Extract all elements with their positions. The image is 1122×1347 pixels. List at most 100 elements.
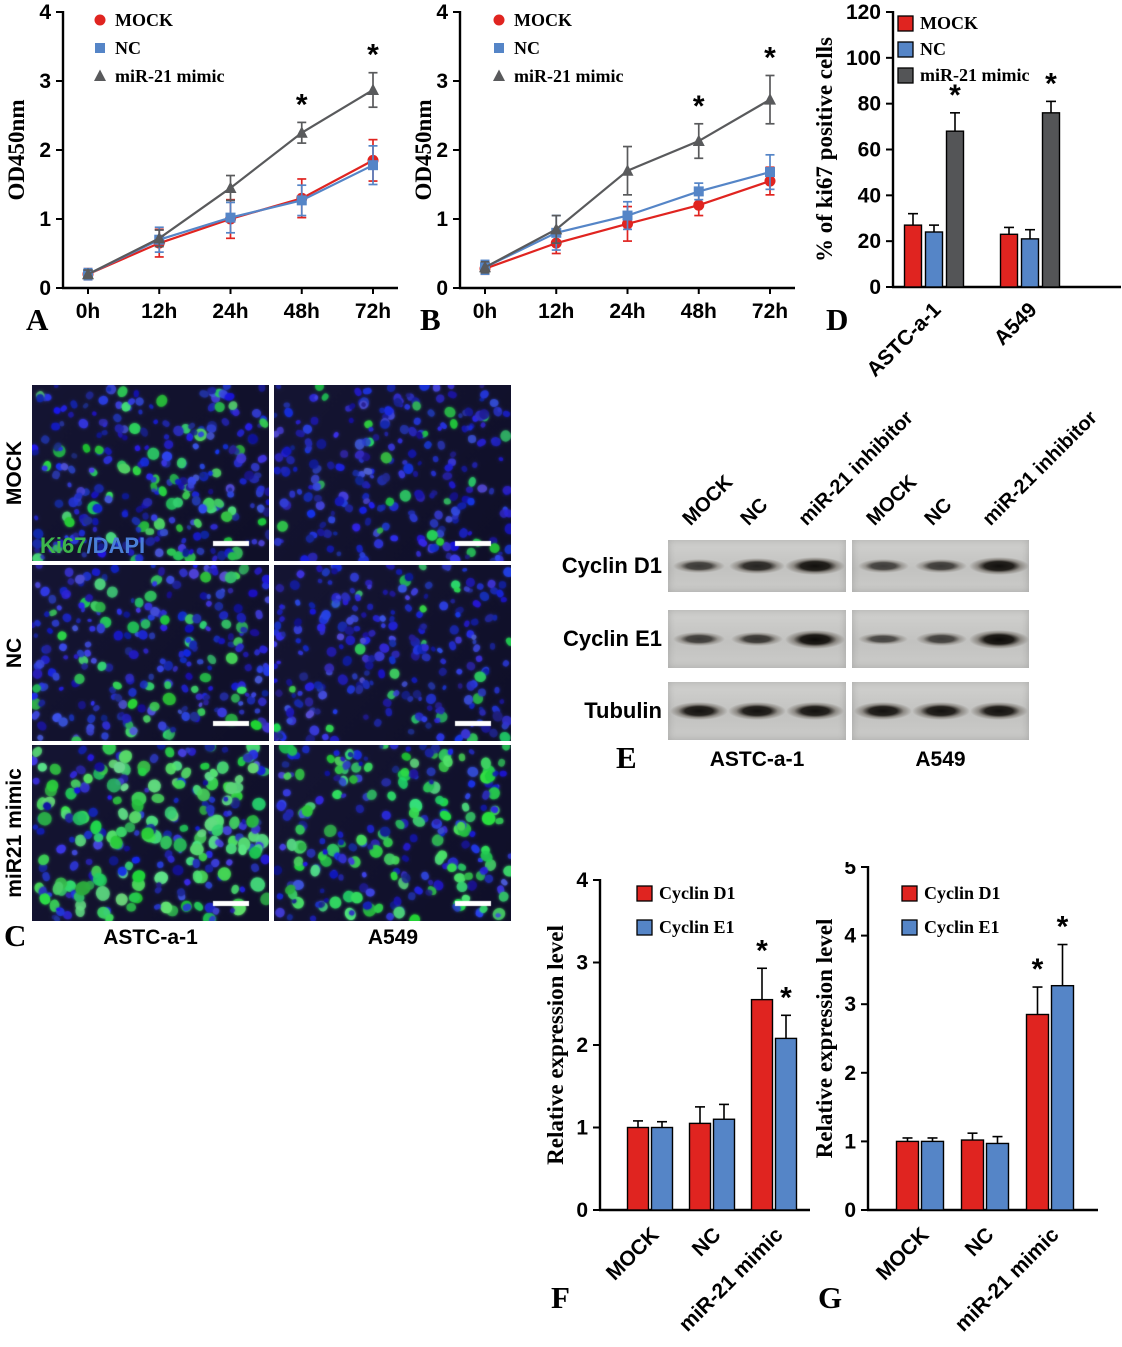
marker-triangle (153, 231, 166, 244)
category-label: NC (688, 1223, 726, 1261)
lane-label: MOCK (678, 471, 738, 530)
protein-band (969, 629, 1029, 649)
bar (1041, 112, 1061, 288)
significance-star: * (1045, 67, 1057, 100)
stain-legend: Ki67/DAPI (40, 533, 145, 559)
panel-label-B: B (420, 302, 441, 337)
legend-label: miR-21 mimic (514, 66, 623, 86)
fluorescence-image-mock-a549 (274, 385, 511, 561)
y-tick-label: 1 (436, 208, 448, 231)
lane-label: NC (736, 494, 773, 530)
protein-band (915, 558, 967, 574)
protein-band (673, 558, 725, 574)
legend-label: miR-21 mimic (920, 65, 1029, 85)
y-tick-label: 0 (39, 277, 51, 300)
y-tick-label: 80 (858, 93, 881, 116)
marker-triangle (550, 222, 563, 235)
marker-triangle (479, 260, 491, 273)
y-tick-label: 4 (436, 1, 448, 24)
marker-circle (493, 14, 505, 26)
ki67-label: Ki67 (40, 533, 87, 558)
protein-band (969, 701, 1029, 721)
blot-row-label-tubulin: Tubulin (584, 698, 662, 723)
y-tick-label: 0 (844, 1199, 856, 1222)
y-tick-label: 4 (844, 925, 856, 948)
panel-label-E: E (616, 740, 637, 775)
marker-triangle (82, 267, 94, 280)
panel-label-C: C (4, 918, 27, 953)
blot-strip-cyclin-e1-astc-a-1 (668, 610, 846, 668)
protein-band (853, 701, 913, 721)
x-tick-label: 0h (473, 300, 498, 323)
panel-label-G: G (818, 1280, 843, 1315)
legend-swatch (897, 67, 914, 84)
marker-circle (94, 14, 106, 26)
bar (774, 1037, 798, 1211)
line-chart-A: 0 1 2 3 4 0h 12h 24h 48h 72h OD450nm * * MOCK NC miR-21… (4, 1, 398, 323)
y-axis-title: OD450nm (4, 100, 29, 201)
protein-band (857, 632, 909, 646)
lane-label: miR-21 inhibitor (978, 406, 1102, 530)
y-tick-label: 0 (869, 276, 881, 299)
blot-strip-cyclin-d1-a549 (852, 540, 1029, 592)
x-tick-label: 24h (212, 300, 248, 323)
y-tick-label: 2 (576, 1034, 588, 1057)
bar-chart-ki67: 0 20 40 60 80 100 120 ASTC-a-1 A549 * * % of ki67 p… (812, 1, 1121, 381)
x-tick-label: 48h (284, 300, 320, 323)
marker-square (368, 160, 378, 171)
y-tick-label: 1 (39, 208, 51, 231)
protein-band (911, 701, 971, 721)
marker-triangle (621, 164, 634, 176)
legend-label: miR-21 mimic (115, 66, 224, 86)
legend-swatch (636, 919, 653, 936)
blot-group-label-a549: A549 (915, 748, 966, 771)
protein-band (730, 631, 784, 647)
bar (1050, 984, 1075, 1211)
bar (750, 998, 774, 1211)
marker-triangle (224, 181, 237, 193)
bar (1025, 1013, 1050, 1211)
protein-band (915, 632, 967, 646)
y-tick-label: 100 (846, 47, 881, 70)
x-tick-label: 72h (355, 300, 391, 323)
marker-square (95, 43, 105, 53)
protein-band (673, 631, 725, 647)
marker-square (622, 210, 633, 221)
y-tick-label: 1 (576, 1117, 588, 1140)
y-tick-label: 5 (844, 862, 856, 879)
marker-square (693, 186, 704, 197)
marker-square (765, 167, 775, 178)
legend-label: Cyclin E1 (659, 917, 735, 937)
y-tick-label: 4 (576, 869, 588, 892)
y-tick-label: 2 (436, 139, 448, 162)
bar (920, 1140, 945, 1211)
fluorescence-image-mock-astc-a-1 (32, 385, 269, 561)
fluorescence-image-mir21-mimic-astc-a-1 (32, 745, 269, 921)
bar (903, 224, 923, 288)
blot-strip-cyclin-d1-astc-a-1 (668, 540, 846, 592)
significance-star: * (949, 79, 961, 112)
protein-band (669, 701, 729, 721)
protein-band (785, 556, 845, 576)
y-axis-title: Relative expression level (812, 919, 837, 1159)
legend-swatch (636, 885, 653, 902)
y-tick-label: 4 (39, 1, 51, 24)
lane-label: miR-21 inhibitor (794, 406, 918, 530)
y-tick-label: 2 (39, 139, 51, 162)
y-axis-title: % of ki67 positive cells (812, 37, 837, 262)
legend-label: Cyclin D1 (659, 883, 736, 903)
marker-circle (693, 199, 705, 211)
legend-label: MOCK (920, 13, 978, 33)
legend-label: Cyclin E1 (924, 917, 1000, 937)
category-label: MOCK (602, 1223, 664, 1285)
marker-square (494, 43, 504, 53)
bar (688, 1122, 712, 1211)
protein-band (969, 556, 1029, 576)
y-tick-label: 0 (576, 1199, 588, 1222)
x-tick-label: 12h (538, 300, 574, 323)
blot-row-label-cyclin-d1: Cyclin D1 (561, 553, 662, 578)
category-label: ASTC-a-1 (862, 298, 945, 381)
y-tick-label: 120 (846, 1, 881, 24)
